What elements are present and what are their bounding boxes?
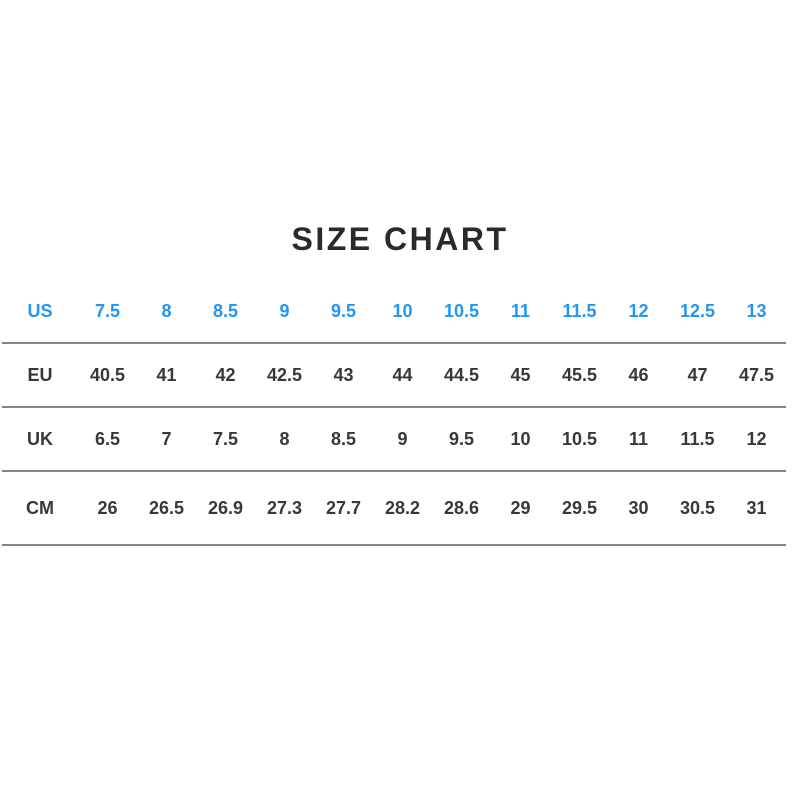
size-cell: 8.5 — [212, 300, 239, 321]
size-cell: 44.5 — [443, 364, 480, 385]
size-cell: 8 — [279, 428, 290, 449]
size-cell: 7.5 — [212, 428, 239, 449]
size-cell: 27.3 — [266, 497, 303, 518]
size-cell: 11.5 — [680, 428, 715, 449]
size-row-cm: CM 26 26.5 26.9 27.3 27.7 28.2 28.6 29 29.5 30 30.… — [2, 472, 786, 546]
size-cell: 26.9 — [207, 497, 244, 518]
size-cell: 7 — [161, 428, 172, 449]
size-cell: 11 — [510, 300, 531, 321]
row-label-uk: UK — [27, 428, 53, 449]
row-label-cm: CM — [26, 497, 54, 518]
size-cell: 40.5 — [89, 364, 126, 385]
row-label-us: US — [27, 300, 53, 321]
size-cell: 45 — [510, 364, 531, 385]
size-cell: 26 — [97, 497, 118, 518]
size-cell: 31 — [746, 497, 767, 518]
size-cell: 46 — [628, 364, 649, 385]
size-cell: 12 — [628, 300, 649, 321]
size-cell: 10 — [392, 300, 413, 321]
size-cell: 27.7 — [325, 497, 362, 518]
size-row-uk: UK 6.5 7 7.5 8 8.5 9 9.5 10 10.5 11 11.5 12 — [2, 408, 786, 472]
size-cell: 11 — [628, 428, 649, 449]
size-cell: 10.5 — [561, 428, 598, 449]
size-cell: 45.5 — [561, 364, 598, 385]
size-cell: 44 — [392, 364, 413, 385]
size-cell: 28.6 — [443, 497, 480, 518]
size-cell: 13 — [746, 300, 767, 321]
size-cell: 26.5 — [148, 497, 185, 518]
size-cell: 12.5 — [679, 300, 716, 321]
size-cell: 47 — [687, 364, 708, 385]
size-cell: 29 — [510, 497, 531, 518]
size-cell: 42.5 — [266, 364, 303, 385]
size-cell: 43 — [333, 364, 354, 385]
page-title: SIZE CHART — [291, 221, 509, 257]
size-cell: 7.5 — [94, 300, 121, 321]
size-cell: 9 — [397, 428, 408, 449]
size-cell: 10 — [510, 428, 531, 449]
size-cell: 9.5 — [448, 428, 475, 449]
size-cell: 9 — [279, 300, 290, 321]
size-cell: 42 — [215, 364, 236, 385]
size-cell: 28.2 — [384, 497, 421, 518]
size-cell: 10.5 — [443, 300, 480, 321]
size-cell: 29.5 — [561, 497, 598, 518]
size-cell: 30 — [628, 497, 649, 518]
size-cell: 6.5 — [94, 428, 121, 449]
size-chart-table: US 7.5 8 8.5 9 9.5 10 10.5 11 11.5 12 12.5 13 EU 40… — [2, 280, 786, 546]
size-cell: 30.5 — [679, 497, 716, 518]
size-cell: 11.5 — [562, 300, 597, 321]
size-cell: 8 — [161, 300, 172, 321]
size-row-us: US 7.5 8 8.5 9 9.5 10 10.5 11 11.5 12 12.5 13 — [2, 280, 786, 344]
size-cell: 41 — [156, 364, 177, 385]
size-cell: 12 — [746, 428, 767, 449]
size-cell: 8.5 — [330, 428, 357, 449]
size-cell: 9.5 — [330, 300, 357, 321]
row-label-eu: EU — [27, 364, 53, 385]
size-cell: 47.5 — [738, 364, 775, 385]
size-row-eu: EU 40.5 41 42 42.5 43 44 44.5 45 45.5 46 47 47.5 — [2, 344, 786, 408]
